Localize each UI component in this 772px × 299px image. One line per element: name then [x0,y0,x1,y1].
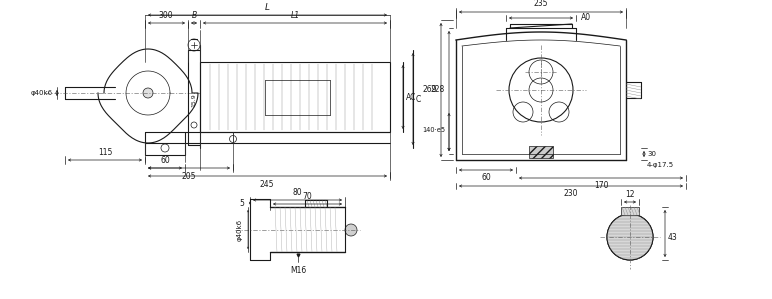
Text: φ40k6: φ40k6 [237,219,243,241]
Text: AC: AC [406,92,416,101]
Text: B: B [191,11,197,20]
Text: 80: 80 [293,188,303,197]
Bar [621,207,639,215]
Text: 170: 170 [594,181,608,190]
Text: C: C [416,94,422,103]
Text: 115: 115 [98,148,112,157]
Text: 30: 30 [647,151,656,157]
Text: 60: 60 [160,156,170,165]
Text: 245: 245 [259,180,274,189]
Circle shape [607,214,653,260]
Text: 205: 205 [181,172,196,181]
Text: L1: L1 [290,11,300,20]
Text: 43: 43 [668,233,678,242]
Text: 4-φ17.5: 4-φ17.5 [647,162,674,168]
Circle shape [143,88,153,98]
Text: 230: 230 [564,189,578,198]
Text: 70: 70 [303,192,313,201]
Text: 140·e5: 140·e5 [422,127,445,133]
Text: 5: 5 [239,199,244,208]
Circle shape [345,224,357,236]
Text: L: L [265,3,269,12]
FancyBboxPatch shape [529,146,553,158]
Text: φ40k6: φ40k6 [31,90,53,96]
Text: M16: M16 [290,266,306,275]
Text: 15.9: 15.9 [191,93,197,107]
Text: 12: 12 [625,190,635,199]
Text: A0: A0 [581,13,591,22]
Text: 228: 228 [431,86,445,94]
Text: 300: 300 [159,11,173,20]
Text: 235: 235 [533,0,548,8]
Text: 269: 269 [422,86,437,94]
Text: 60: 60 [481,173,491,182]
